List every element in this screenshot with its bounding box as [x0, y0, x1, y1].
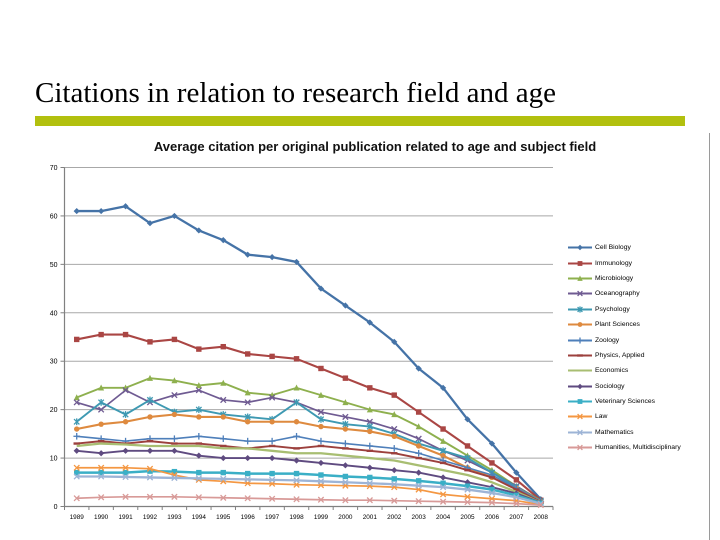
legend-item-plant-sciences: Plant Sciences	[568, 317, 713, 332]
svg-text:2008: 2008	[534, 514, 549, 521]
legend-item-humanities-multidisciplinary: Humanities, Multidisciplinary	[568, 440, 713, 455]
svg-text:2005: 2005	[460, 514, 475, 521]
legend-label: Veterinary Sciences	[595, 398, 656, 406]
legend-item-physics-applied: Physics, Applied	[568, 348, 713, 363]
legend-item-sociology: Sociology	[568, 379, 713, 394]
svg-text:70: 70	[50, 165, 58, 172]
legend-item-mathematics: Mathematics	[568, 425, 713, 440]
legend-label: Mathematics	[595, 428, 634, 436]
legend-marker-icon	[568, 275, 592, 281]
legend-marker-icon	[568, 429, 592, 436]
svg-text:40: 40	[50, 310, 58, 317]
legend-item-cell-biology: Cell Biology	[568, 240, 713, 255]
legend-label: Zoology	[595, 336, 620, 344]
legend-item-microbiology: Microbiology	[568, 271, 713, 286]
svg-text:2007: 2007	[509, 514, 524, 521]
series-humanities-multidisciplinary	[73, 493, 544, 509]
svg-text:2006: 2006	[485, 514, 500, 521]
svg-text:1989: 1989	[70, 514, 85, 521]
svg-text:2004: 2004	[436, 514, 451, 521]
series-mathematics	[73, 473, 544, 507]
slide-title: Citations in relation to research field …	[35, 77, 557, 110]
series-cell-biology	[73, 203, 544, 503]
svg-text:1993: 1993	[167, 514, 182, 521]
legend-label: Oceanography	[595, 290, 640, 298]
legend-item-immunology: Immunology	[568, 255, 713, 270]
legend-item-oceanography: Oceanography	[568, 286, 713, 301]
svg-text:30: 30	[50, 359, 58, 366]
legend-item-zoology: Zoology	[568, 332, 713, 347]
legend-label: Plant Sciences	[595, 321, 640, 329]
y-axis-labels: 0 10 20 30 40 50 60 70	[50, 165, 58, 511]
legend-marker-icon	[568, 260, 592, 266]
chart-legend: Cell Biology Immunology Microbiology Oceano…	[568, 240, 713, 455]
legend-marker-icon	[568, 354, 592, 357]
svg-text:1998: 1998	[289, 514, 304, 521]
legend-marker-icon	[568, 306, 592, 313]
svg-text:1990: 1990	[94, 514, 109, 521]
svg-text:2003: 2003	[412, 514, 427, 521]
gridlines	[64, 167, 553, 459]
series-economics	[76, 442, 542, 504]
legend-marker-icon	[568, 414, 592, 420]
legend-marker-icon	[568, 337, 592, 344]
legend-marker-icon	[568, 399, 592, 404]
svg-text:1994: 1994	[192, 514, 207, 521]
legend-label: Law	[595, 413, 608, 421]
legend-item-economics: Economics	[568, 363, 713, 378]
series-psychology	[73, 396, 544, 505]
svg-text:1991: 1991	[118, 514, 133, 521]
legend-marker-icon	[568, 322, 592, 328]
svg-text:0: 0	[54, 504, 58, 511]
svg-text:2001: 2001	[363, 514, 378, 521]
legend-label: Economics	[595, 367, 629, 375]
legend-marker-icon	[568, 244, 592, 251]
svg-text:10: 10	[50, 456, 58, 463]
legend-marker-icon	[568, 369, 592, 372]
legend-label: Microbiology	[595, 274, 634, 282]
legend-label: Cell Biology	[595, 244, 631, 252]
legend-marker-icon	[568, 290, 592, 297]
svg-text:50: 50	[50, 262, 58, 269]
legend-item-veterinary-sciences: Veterinary Sciences	[568, 394, 713, 409]
svg-text:1996: 1996	[241, 514, 256, 521]
legend-marker-icon	[568, 444, 592, 451]
chart-title: Average citation per original publicatio…	[153, 139, 597, 154]
legend-item-law: Law	[568, 409, 713, 424]
svg-text:60: 60	[50, 213, 58, 220]
legend-label: Humanities, Multidisciplinary	[595, 444, 681, 452]
svg-text:2002: 2002	[387, 514, 402, 521]
accent-bar	[35, 116, 685, 126]
legend-label: Psychology	[595, 305, 630, 313]
series-immunology	[74, 331, 544, 503]
svg-text:1992: 1992	[143, 514, 158, 521]
svg-text:1995: 1995	[216, 514, 231, 521]
legend-item-psychology: Psychology	[568, 302, 713, 317]
slide-edge-line	[709, 133, 710, 540]
svg-text:1997: 1997	[265, 514, 280, 521]
legend-marker-icon	[568, 383, 592, 390]
x-axis-labels: 1989 1990 1991 1992 1993 1994 1995 1996 1997 1998…	[70, 514, 549, 521]
legend-label: Immunology	[595, 259, 633, 267]
legend-label: Sociology	[595, 382, 625, 390]
svg-text:1999: 1999	[314, 514, 329, 521]
svg-text:2000: 2000	[338, 514, 353, 521]
legend-label: Physics, Applied	[595, 351, 645, 359]
axes	[60, 167, 554, 510]
svg-text:20: 20	[50, 407, 58, 414]
